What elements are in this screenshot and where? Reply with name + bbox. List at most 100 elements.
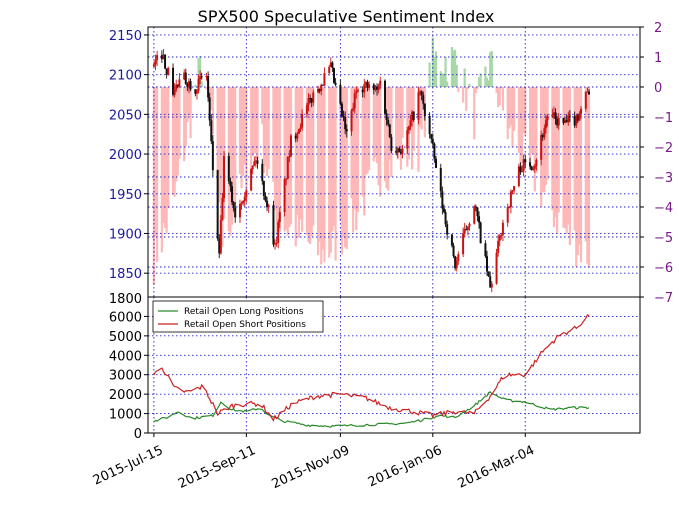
- ssi-bar-84: [340, 87, 344, 255]
- y-left-tick-1900: 1900: [109, 227, 142, 242]
- ssi-bar-111: [399, 87, 403, 170]
- ssi-bar-164: [519, 87, 522, 167]
- ssi-bar-158: [506, 87, 509, 140]
- series-line-1: [153, 314, 590, 422]
- y-right-tick--4: −4: [654, 201, 673, 216]
- ssi-bar-132: [446, 81, 449, 87]
- ssi-bar-92: [356, 87, 360, 213]
- candle-175: [543, 124, 546, 140]
- ssi-bar-6: [165, 87, 168, 234]
- candle-116: [411, 109, 414, 127]
- ssi-bar-182: [557, 87, 560, 213]
- candle-9: [173, 83, 176, 98]
- candle-73: [317, 85, 320, 94]
- x-tick-2: 2015-Nov-09: [270, 443, 352, 492]
- candle-55: [275, 237, 278, 247]
- candle-138: [462, 227, 465, 258]
- ssi-bar-128: [439, 71, 442, 87]
- candle-192: [580, 106, 583, 119]
- candle-4: [162, 48, 165, 60]
- candle-123: [428, 112, 431, 139]
- ssi-bar-31: [221, 87, 224, 247]
- ssi-bar-20: [197, 58, 200, 87]
- ssi-bar-17: [189, 87, 192, 139]
- ssi-bar-166: [522, 87, 525, 134]
- ssi-bar-45: [253, 87, 256, 154]
- candle-119: [419, 89, 422, 96]
- candle-45: [253, 156, 256, 167]
- ssi-bar-143: [473, 87, 476, 140]
- candle-110: [398, 146, 401, 153]
- ssi-bar-150: [487, 80, 490, 87]
- candle-95: [364, 80, 367, 88]
- y-right-tick--1: −1: [654, 111, 673, 126]
- y-bottom-tick-4000: 4000: [109, 349, 142, 364]
- candle-27: [211, 135, 214, 177]
- candle-61: [288, 150, 291, 163]
- ssi-bar-165: [520, 87, 524, 164]
- ssi-bar-186: [567, 87, 570, 225]
- ssi-bar-185: [565, 87, 568, 234]
- ssi-bar-81: [332, 87, 336, 226]
- y-right-tick-2: 2: [654, 21, 662, 36]
- candle-15: [186, 82, 189, 92]
- ssi-bar-100: [375, 87, 379, 164]
- candle-99: [374, 84, 377, 92]
- y-left-tick-2000: 2000: [109, 148, 142, 163]
- candle-1: [154, 54, 157, 71]
- ssi-bar-7: [167, 87, 170, 209]
- ssi-bar-11: [176, 87, 179, 176]
- candle-30: [219, 215, 222, 255]
- ssi-bar-18: [194, 84, 197, 87]
- ssi-bar-39: [240, 87, 243, 189]
- candle-125: [431, 133, 434, 148]
- x-tick-0: 2015-Jul-15: [91, 443, 166, 488]
- candle-58: [283, 178, 286, 217]
- ssi-bar-26: [210, 87, 213, 111]
- candle-63: [294, 132, 297, 143]
- x-tick-1: 2015-Sep-11: [176, 443, 258, 492]
- candle-43: [250, 167, 253, 192]
- candle-145: [476, 207, 479, 222]
- candle-70: [309, 94, 312, 104]
- ssi-bar-57: [278, 87, 281, 232]
- candle-185: [565, 114, 568, 123]
- ssi-bar-15: [186, 87, 189, 123]
- candle-14: [184, 68, 187, 85]
- candle-47: [256, 156, 259, 169]
- ssi-bar-8: [171, 87, 175, 195]
- ssi-bar-27: [211, 87, 214, 135]
- candle-159: [508, 205, 511, 209]
- candle-152: [490, 281, 493, 293]
- grid: [148, 26, 640, 434]
- candle-87: [345, 124, 348, 138]
- ssi-bar-54: [273, 87, 277, 210]
- candle-42: [245, 189, 248, 203]
- ssi-bar-101: [377, 87, 380, 186]
- candle-69: [307, 93, 310, 112]
- candle-35: [231, 181, 233, 205]
- y-right-tick--2: −2: [654, 141, 673, 156]
- candle-133: [450, 233, 453, 248]
- ssi-bar-85: [342, 87, 345, 237]
- candle-149: [486, 250, 488, 276]
- ssi-bar-155: [498, 87, 501, 106]
- candle-51: [266, 196, 269, 212]
- candle-101: [377, 83, 380, 94]
- candle-17: [189, 78, 192, 92]
- ssi-bar-120: [420, 87, 423, 130]
- ssi-bar-156: [500, 87, 503, 89]
- candle-88: [350, 108, 353, 136]
- candle-94: [363, 78, 366, 98]
- candle-41: [243, 192, 246, 207]
- candle-177: [546, 114, 549, 127]
- candle-109: [396, 147, 399, 159]
- candle-10: [175, 79, 178, 92]
- ssi-bar-9: [173, 87, 176, 197]
- ssi-bar-151: [489, 52, 492, 87]
- candle-156: [500, 232, 503, 240]
- candle-46: [254, 155, 257, 168]
- ssi-bar-160: [509, 87, 513, 126]
- ssi-bar-137: [457, 87, 460, 92]
- ssi-bar-55: [275, 87, 278, 236]
